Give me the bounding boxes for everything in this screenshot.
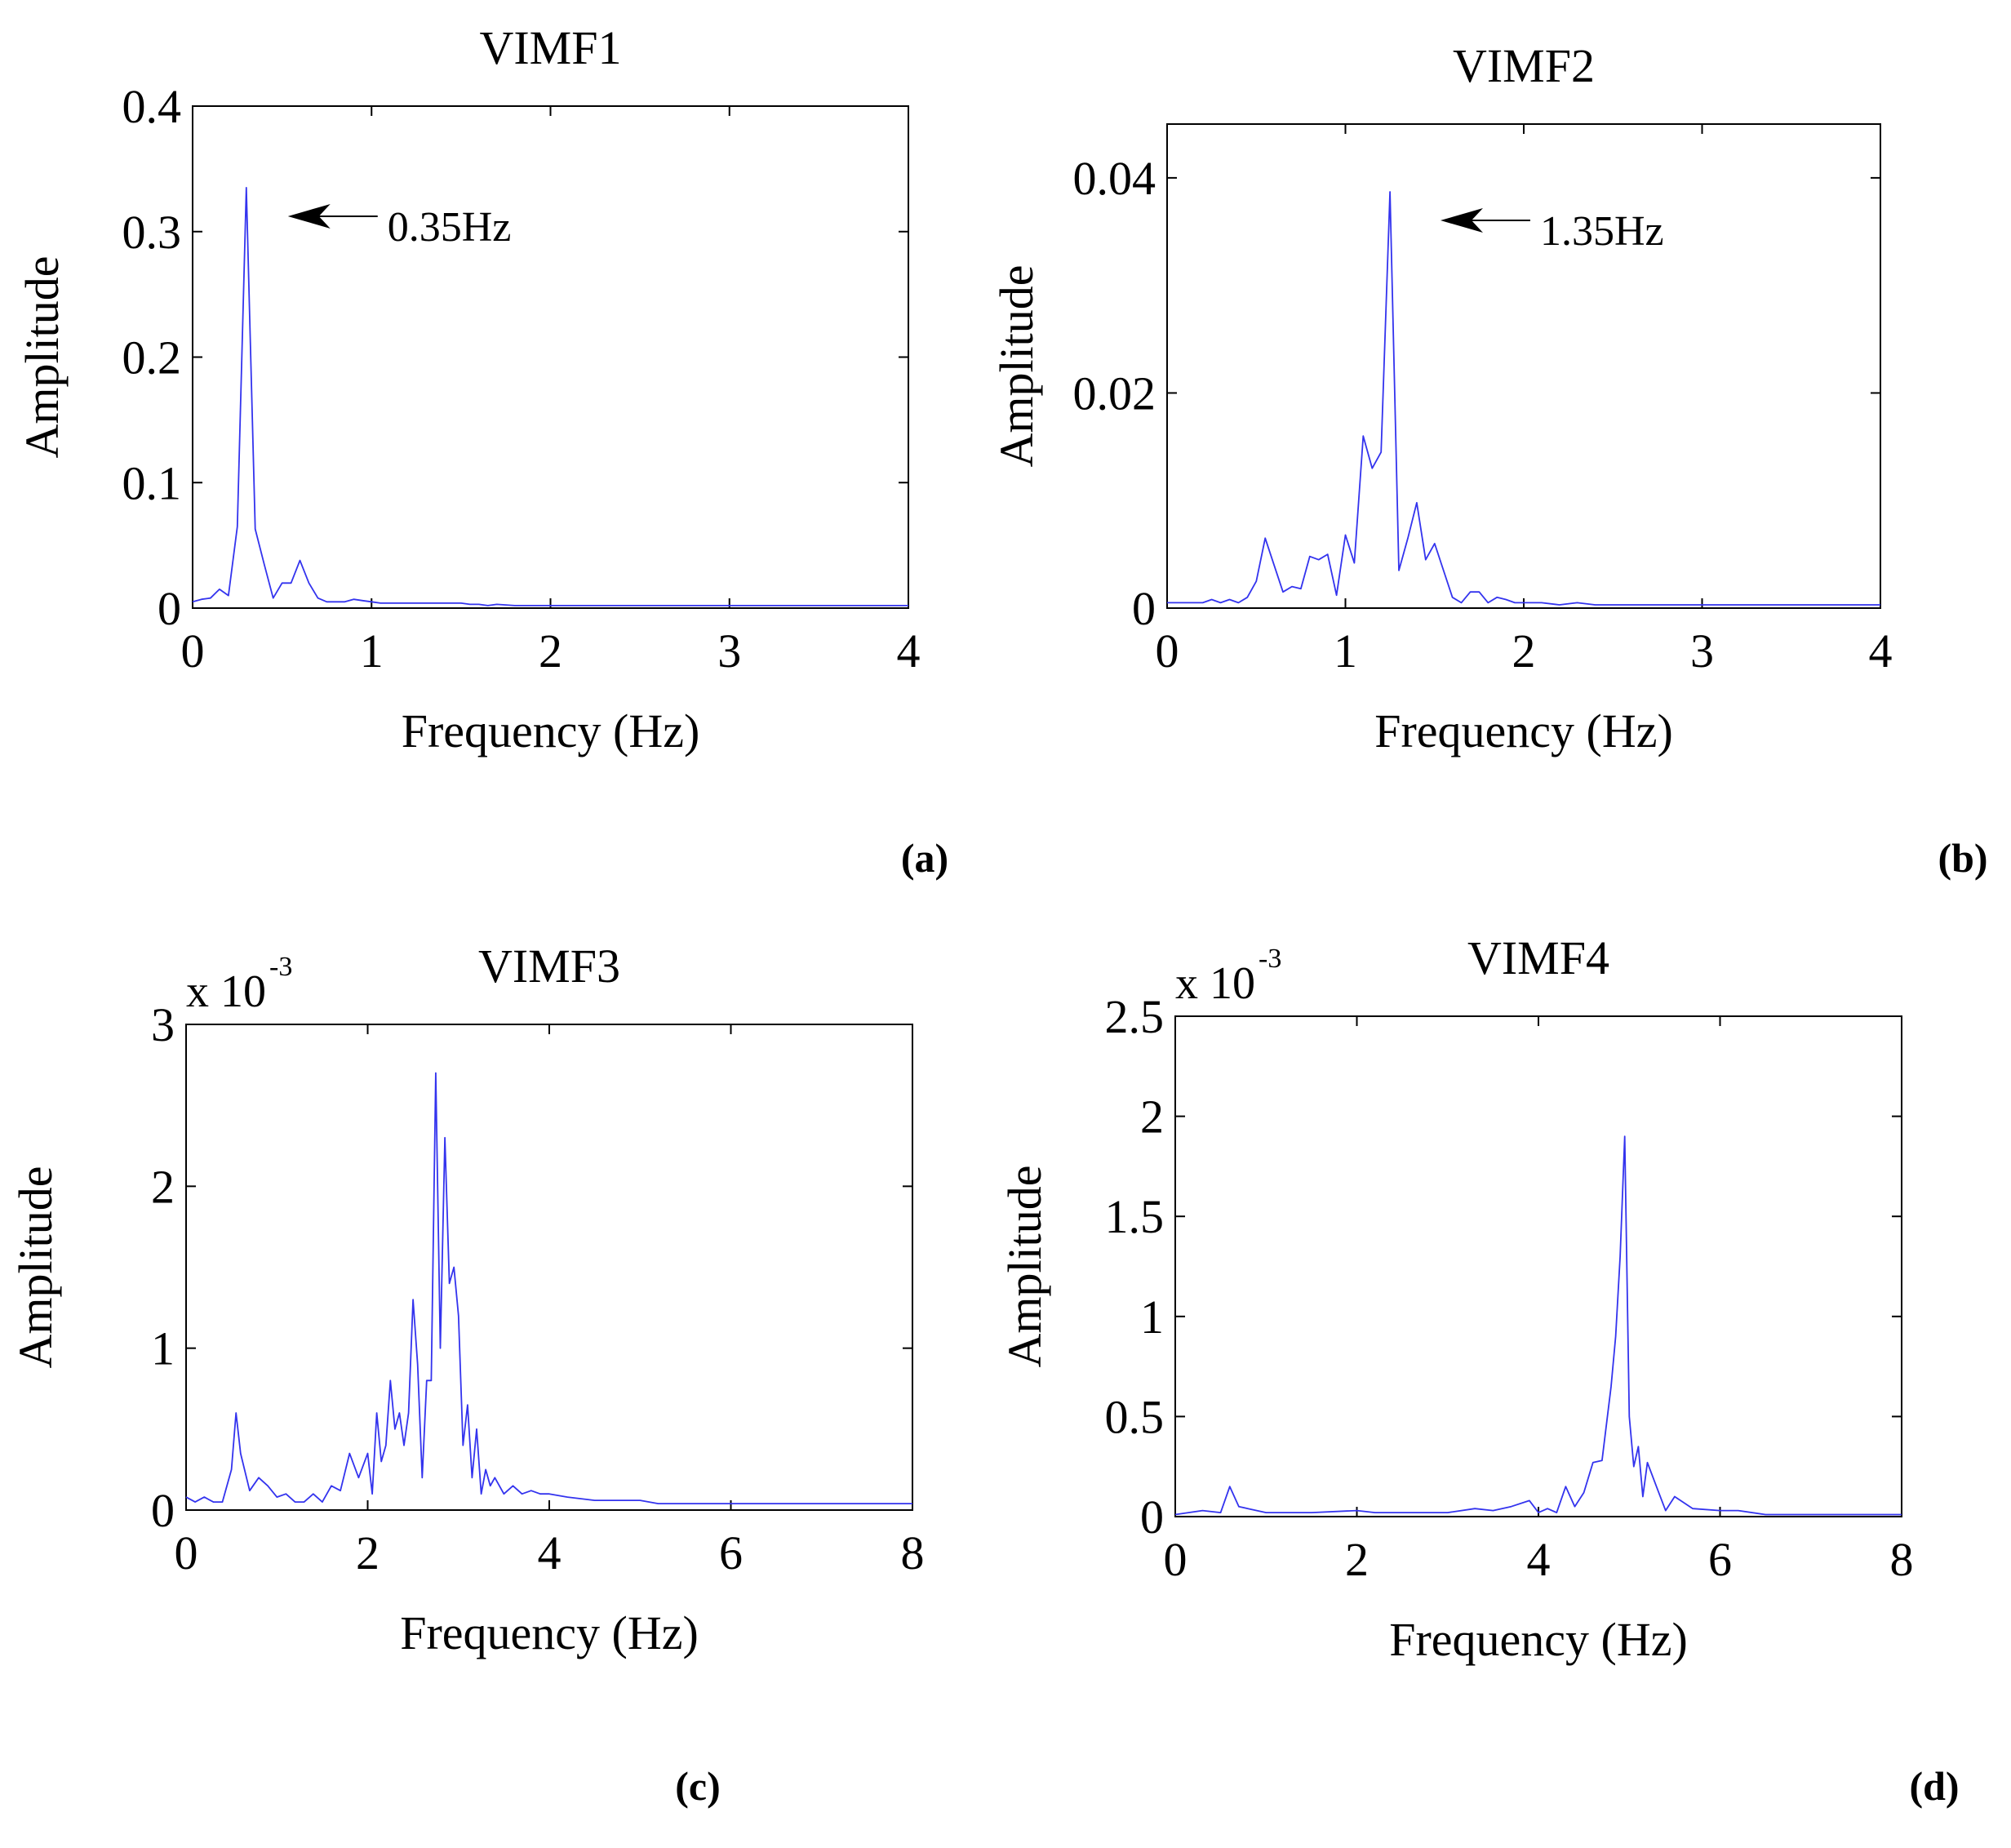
x-tick-label: 0	[1156, 624, 1179, 677]
x-axis-label: Frequency (Hz)	[402, 704, 700, 757]
x-tick-label: 4	[897, 624, 921, 677]
chart-panel-1: 0 1 2 3 4 0 0.1 0.2 0.3 0.4 VIMF1 Frequency (Hz) Amp…	[16, 21, 921, 757]
x-tick-label: 8	[1890, 1533, 1914, 1586]
y-tick-label: 0.2	[122, 331, 182, 384]
x-tick-label: 1	[360, 624, 384, 677]
panel-label-d: (d)	[1909, 1763, 1959, 1809]
chart-title: VIMF3	[478, 940, 620, 993]
chart-title: VIMF2	[1453, 39, 1595, 92]
panel-label-b: (b)	[1938, 835, 1987, 881]
x-tick-label: 4	[538, 1526, 562, 1579]
y-tick-label: 2.5	[1105, 990, 1165, 1043]
y-tick-label: 0.3	[122, 206, 182, 259]
y-tick-label: 3	[151, 998, 175, 1051]
chart-title: VIMF1	[479, 21, 621, 74]
plot-area-frame	[192, 105, 909, 609]
y-tick-label: 0.04	[1073, 152, 1156, 205]
y-tick-label: 1	[151, 1322, 175, 1375]
x-axis-label: Frequency (Hz)	[400, 1606, 699, 1659]
y-axis-label: Amplitude	[16, 255, 69, 458]
y-axis-label: Amplitude	[990, 264, 1043, 467]
y-scale-factor: x 10	[186, 966, 266, 1017]
y-tick-label: 0	[158, 582, 181, 635]
x-axis-label: Frequency (Hz)	[1389, 1613, 1688, 1666]
annotation-arrow-head	[287, 203, 331, 229]
x-tick-label: 0	[175, 1526, 198, 1579]
x-tick-label: 2	[1345, 1533, 1369, 1586]
y-scale-factor: x 10	[1175, 958, 1255, 1009]
y-tick-label: 1	[1140, 1290, 1164, 1344]
x-tick-label: 2	[1512, 624, 1536, 677]
series-line	[185, 1072, 912, 1504]
x-axis-label: Frequency (Hz)	[1374, 704, 1673, 757]
y-tick-label: 2	[151, 1160, 175, 1213]
panel-label-a: (a)	[901, 835, 948, 881]
y-axis-label: Amplitude	[9, 1166, 62, 1368]
series-line	[1174, 1135, 1902, 1516]
y-tick-label: 2	[1140, 1091, 1164, 1144]
y-axis-label: Amplitude	[998, 1165, 1051, 1367]
chart-panel-3: 0 2 4 6 8 0 1 2 3 VIMF3 Frequency (Hz) Amplitude x 1…	[9, 940, 925, 1659]
y-tick-label: 0.02	[1073, 366, 1156, 420]
series-line	[192, 186, 908, 606]
chart-panel-4: 0 2 4 6 8 0 0.5 1 1.5 2 2.5 VIMF4 Frequency (Hz) Ampl…	[998, 931, 1914, 1666]
y-tick-label: 0	[1140, 1490, 1164, 1544]
plot-area-frame	[185, 1024, 913, 1511]
x-tick-label: 1	[1334, 624, 1357, 677]
y-tick-label: 0.5	[1105, 1390, 1165, 1443]
x-tick-label: 8	[901, 1526, 925, 1579]
x-tick-label: 3	[1690, 624, 1714, 677]
x-tick-label: 2	[356, 1526, 380, 1579]
x-tick-label: 4	[1527, 1533, 1551, 1586]
x-tick-label: 2	[539, 624, 562, 677]
x-tick-label: 6	[1708, 1533, 1732, 1586]
x-tick-label: 6	[719, 1526, 743, 1579]
x-tick-label: 0	[1164, 1533, 1188, 1586]
chart-panel-2: 0 1 2 3 4 0 0.02 0.04 VIMF2 Frequency (Hz) Amplitu…	[990, 39, 1893, 757]
y-scale-exponent: -3	[1259, 944, 1281, 974]
y-tick-label: 0	[1132, 582, 1156, 635]
peak-annotation-label: 0.35Hz	[388, 204, 512, 251]
x-tick-label: 3	[717, 624, 741, 677]
y-tick-label: 1.5	[1105, 1190, 1165, 1243]
series-line	[1167, 191, 1880, 606]
x-tick-label: 0	[181, 624, 205, 677]
y-scale-exponent: -3	[269, 952, 292, 982]
annotation-arrow-head	[1440, 208, 1483, 233]
plot-area-frame	[1174, 1015, 1902, 1517]
y-tick-label: 0.1	[122, 456, 182, 509]
plot-area-frame	[1166, 123, 1881, 609]
x-tick-label: 4	[1869, 624, 1893, 677]
y-tick-label: 0.4	[122, 80, 182, 133]
panel-label-c: (c)	[675, 1763, 721, 1809]
peak-annotation-label: 1.35Hz	[1540, 208, 1664, 255]
chart-title: VIMF4	[1467, 931, 1609, 984]
y-tick-label: 0	[151, 1484, 175, 1537]
